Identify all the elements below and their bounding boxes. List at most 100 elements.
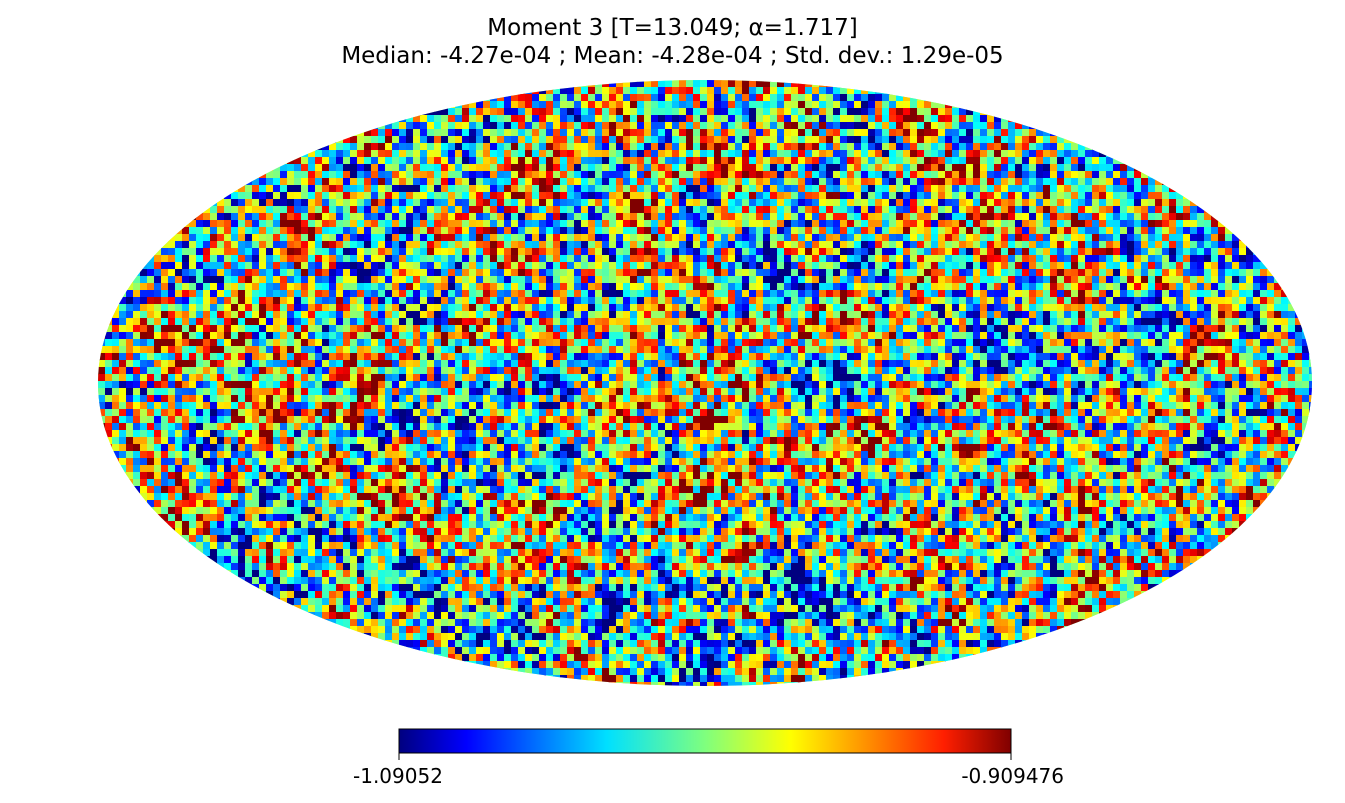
map-pixel: [504, 150, 512, 158]
map-pixel: [371, 157, 379, 165]
map-pixel: [777, 129, 785, 137]
map-pixel: [686, 80, 694, 88]
map-pixel: [959, 150, 967, 158]
map-pixel: [1057, 136, 1065, 144]
map-pixel: [511, 115, 519, 123]
map-pixel: [994, 136, 1002, 144]
map-pixel: [658, 101, 666, 109]
map-pixel: [966, 150, 974, 158]
map-pixel: [462, 115, 470, 123]
map-pixel: [637, 136, 645, 144]
map-pixel: [784, 122, 792, 130]
map-pixel: [385, 136, 393, 144]
map-pixel: [714, 122, 722, 130]
map-pixel: [707, 87, 715, 95]
map-pixel: [714, 108, 722, 116]
map-pixel: [812, 122, 820, 130]
map-pixel: [987, 129, 995, 137]
map-pixel: [889, 122, 897, 130]
map-pixel: [749, 136, 757, 144]
map-pixel: [770, 129, 778, 137]
map-pixel: [833, 108, 841, 116]
map-pixel: [693, 143, 701, 151]
map-pixel: [700, 150, 708, 158]
map-pixel: [357, 143, 365, 151]
chart-title: Moment 3 [T=13.049; α=1.717]: [487, 15, 858, 41]
map-pixel: [644, 108, 652, 116]
map-pixel: [840, 136, 848, 144]
map-pixel: [546, 150, 554, 158]
map-pixel: [700, 115, 708, 123]
map-pixel: [658, 136, 666, 144]
map-pixel: [665, 143, 673, 151]
map-pixel: [917, 150, 925, 158]
map-pixel: [567, 150, 575, 158]
map-pixel: [483, 143, 491, 151]
map-pixel: [980, 143, 988, 151]
map-pixel: [728, 136, 736, 144]
map-pixel: [623, 122, 631, 130]
map-pixel: [539, 115, 547, 123]
map-pixel: [854, 143, 862, 151]
map-pixel: [651, 101, 659, 109]
map-pixel: [714, 115, 722, 123]
map-pixel: [805, 122, 813, 130]
map-pixel: [644, 150, 652, 158]
map-pixel: [735, 87, 743, 95]
map-pixel: [805, 101, 813, 109]
map-pixel: [672, 122, 680, 130]
map-pixel: [413, 143, 421, 151]
map-pixel: [455, 108, 463, 116]
map-pixel: [994, 122, 1002, 130]
map-pixel: [1092, 150, 1100, 158]
map-pixel: [833, 136, 841, 144]
map-pixel: [945, 108, 953, 116]
map-pixel: [749, 108, 757, 116]
map-pixel: [875, 115, 883, 123]
map-pixel: [476, 129, 484, 137]
map-pixel: [819, 94, 827, 102]
map-pixel: [945, 122, 953, 130]
map-pixel: [665, 122, 673, 130]
map-pixel: [707, 143, 715, 151]
map-pixel: [420, 129, 428, 137]
map-pixel: [588, 136, 596, 144]
map-pixel: [1036, 129, 1044, 137]
map-pixel: [553, 108, 561, 116]
map-pixel: [532, 108, 540, 116]
map-pixel: [931, 129, 939, 137]
map-pixel: [511, 150, 519, 158]
map-pixel: [861, 143, 869, 151]
map-pixel: [812, 136, 820, 144]
map-pixel: [609, 115, 617, 123]
map-pixel: [455, 143, 463, 151]
map-pixel: [525, 136, 533, 144]
map-pixel: [462, 136, 470, 144]
map-pixel: [630, 94, 638, 102]
map-pixel: [714, 101, 722, 109]
map-pixel: [301, 157, 309, 165]
map-pixel: [742, 94, 750, 102]
map-pixel: [609, 101, 617, 109]
map-pixel: [672, 143, 680, 151]
map-pixel: [875, 143, 883, 151]
map-pixel: [686, 136, 694, 144]
map-pixel: [980, 115, 988, 123]
map-pixel: [350, 157, 358, 165]
map-pixel: [385, 157, 393, 165]
map-pixel: [714, 143, 722, 151]
map-pixel: [672, 87, 680, 95]
map-pixel: [574, 136, 582, 144]
map-pixel: [938, 136, 946, 144]
map-pixel: [707, 80, 715, 88]
map-pixel: [777, 87, 785, 95]
map-pixel: [819, 143, 827, 151]
map-pixel: [686, 108, 694, 116]
map-pixel: [644, 129, 652, 137]
map-pixel: [896, 136, 904, 144]
map-pixel: [385, 122, 393, 130]
map-pixel: [560, 136, 568, 144]
map-pixel: [623, 94, 631, 102]
map-pixel: [784, 136, 792, 144]
map-pixel: [833, 122, 841, 130]
